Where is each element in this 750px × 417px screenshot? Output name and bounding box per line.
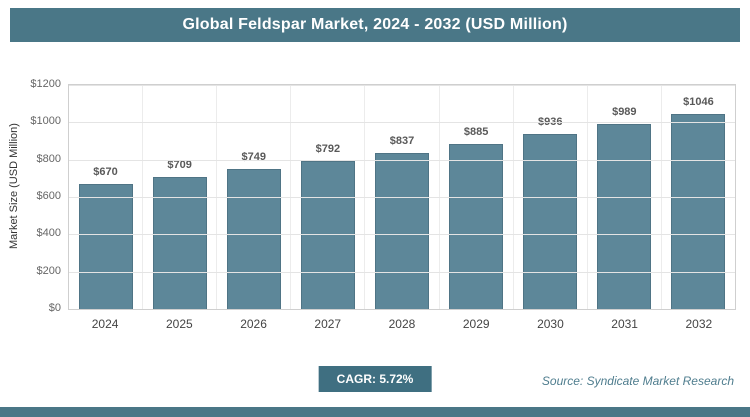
x-tick-2028: 2028 xyxy=(388,317,416,331)
bar-2032 xyxy=(671,113,726,309)
bar-value-label-2032: $1046 xyxy=(683,95,714,108)
column-2030: $936 xyxy=(514,85,588,309)
y-tick-800: $800 xyxy=(36,152,61,165)
bar-2024 xyxy=(78,183,133,309)
bottom-accent-strip xyxy=(0,407,750,417)
column-2028: $837 xyxy=(365,85,440,309)
chart-footer: CAGR: 5.72% Source: Syndicate Market Res… xyxy=(0,366,750,392)
bar-2030 xyxy=(523,134,578,309)
gridline-400 xyxy=(69,234,735,236)
y-tick-400: $400 xyxy=(36,227,61,240)
column-2024: $670 xyxy=(69,85,144,309)
gridline-1000 xyxy=(69,122,735,124)
y-axis-ticks: $0 $200 $400 $600 $800 $1000 $1200 xyxy=(22,62,68,314)
x-tick-2031: 2031 xyxy=(611,317,638,331)
bar-2029 xyxy=(449,143,504,309)
y-tick-1000: $1000 xyxy=(30,115,61,128)
gridline-200 xyxy=(69,271,735,273)
x-tick-2024: 2024 xyxy=(91,317,119,331)
gridline-1200 xyxy=(69,85,735,86)
x-tick-2029: 2029 xyxy=(462,317,490,331)
x-tick-2027: 2027 xyxy=(314,317,342,331)
column-2032: $1046 xyxy=(662,85,735,309)
bar-value-label-2025: $709 xyxy=(167,158,192,171)
gridline-800 xyxy=(69,159,735,161)
x-tick-2026: 2026 xyxy=(240,317,267,331)
category-columns: $670 $709 $749 $792 $837 $885 $936 $989 $1046 xyxy=(69,85,735,309)
bar-value-label-2031: $989 xyxy=(612,106,637,119)
plot-column: $670 $709 $749 $792 $837 $885 $936 $989 $1046 20… xyxy=(68,62,736,331)
plot-area: $670 $709 $749 $792 $837 $885 $936 $989 $1046 xyxy=(68,84,736,310)
cagr-badge: CAGR: 5.72% xyxy=(318,366,432,392)
bar-value-label-2028: $837 xyxy=(389,134,415,147)
x-tick-2025: 2025 xyxy=(165,317,193,331)
chart-title: Global Feldspar Market, 2024 - 2032 (USD… xyxy=(10,8,740,42)
bar-value-label-2024: $670 xyxy=(93,165,118,178)
bar-value-label-2027: $792 xyxy=(315,143,341,156)
bar-2031 xyxy=(597,124,652,309)
source-attribution: Source: Syndicate Market Research xyxy=(541,374,734,388)
bar-2026 xyxy=(226,169,281,309)
bar-2025 xyxy=(152,176,207,309)
x-axis-labels: 2024 2025 2026 2027 2028 2029 2030 2031 2032 xyxy=(68,310,736,331)
bar-chart: Market Size (USD Million) $0 $200 $400 $600… xyxy=(8,62,736,331)
bar-value-label-2026: $749 xyxy=(241,151,267,164)
bar-value-label-2029: $885 xyxy=(463,125,489,138)
y-tick-0: $0 xyxy=(48,302,61,314)
y-tick-1200: $1200 xyxy=(30,78,61,90)
bar-2028 xyxy=(374,152,429,309)
gridline-600 xyxy=(69,197,735,198)
column-2031: $989 xyxy=(588,85,662,309)
y-tick-200: $200 xyxy=(36,264,61,277)
x-tick-2030: 2030 xyxy=(537,317,564,331)
y-axis-label: Market Size (USD Million) xyxy=(8,123,20,249)
y-tick-600: $600 xyxy=(36,190,61,202)
x-tick-2032: 2032 xyxy=(685,317,713,331)
bar-value-label-2030: $936 xyxy=(537,116,563,129)
